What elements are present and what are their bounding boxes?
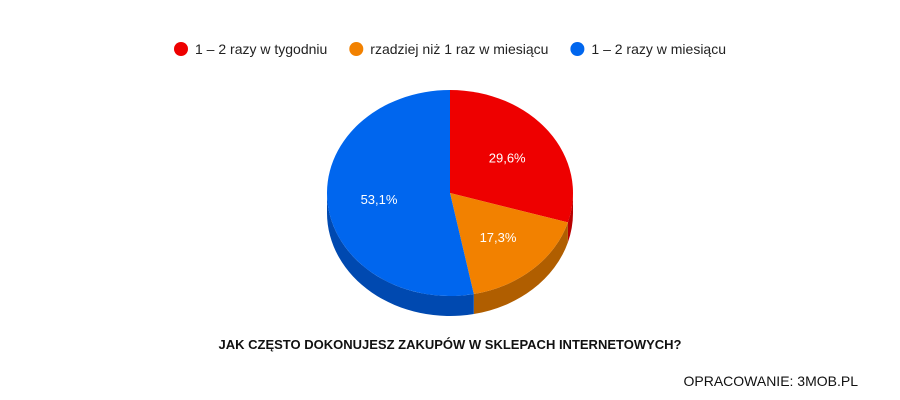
pie-slices (327, 90, 573, 297)
slice-value-label-3: 53,1% (361, 192, 398, 207)
pie-slice-2 (450, 193, 568, 295)
pie-slice-1 (450, 90, 573, 223)
legend-marker-1 (174, 42, 188, 56)
legend-item-2: rzadziej niż 1 raz w miesiącu (349, 41, 548, 57)
legend-label-2: rzadziej niż 1 raz w miesiącu (370, 41, 548, 57)
legend-marker-3 (570, 42, 585, 56)
legend-item-1: 1 – 2 razy w tygodniu (174, 41, 327, 57)
slice-labels: 29,6% 17,3% 53,1% (361, 150, 527, 245)
source-credit: OPRACOWANIE: 3MOB.PL (683, 373, 858, 389)
legend-label-3: 1 – 2 razy w miesiącu (591, 41, 726, 57)
slice-value-label-1: 29,6% (489, 150, 526, 165)
legend-item-3: 1 – 2 razy w miesiącu (570, 41, 726, 57)
pie-side-2 (473, 222, 568, 315)
pie-sides (327, 193, 573, 316)
legend-label-1: 1 – 2 razy w tygodniu (195, 41, 327, 57)
chart-title: JAK CZĘSTO DOKONUJESZ ZAKUPÓW W SKLEPACH… (218, 337, 682, 352)
pie-side-3 (327, 193, 474, 316)
legend: 1 – 2 razy w tygodniu rzadziej niż 1 raz … (174, 41, 726, 57)
pie-slice-3 (327, 90, 474, 297)
slice-value-label-2: 17,3% (480, 230, 517, 245)
pie-side-1 (567, 193, 573, 243)
legend-marker-2 (349, 42, 364, 56)
